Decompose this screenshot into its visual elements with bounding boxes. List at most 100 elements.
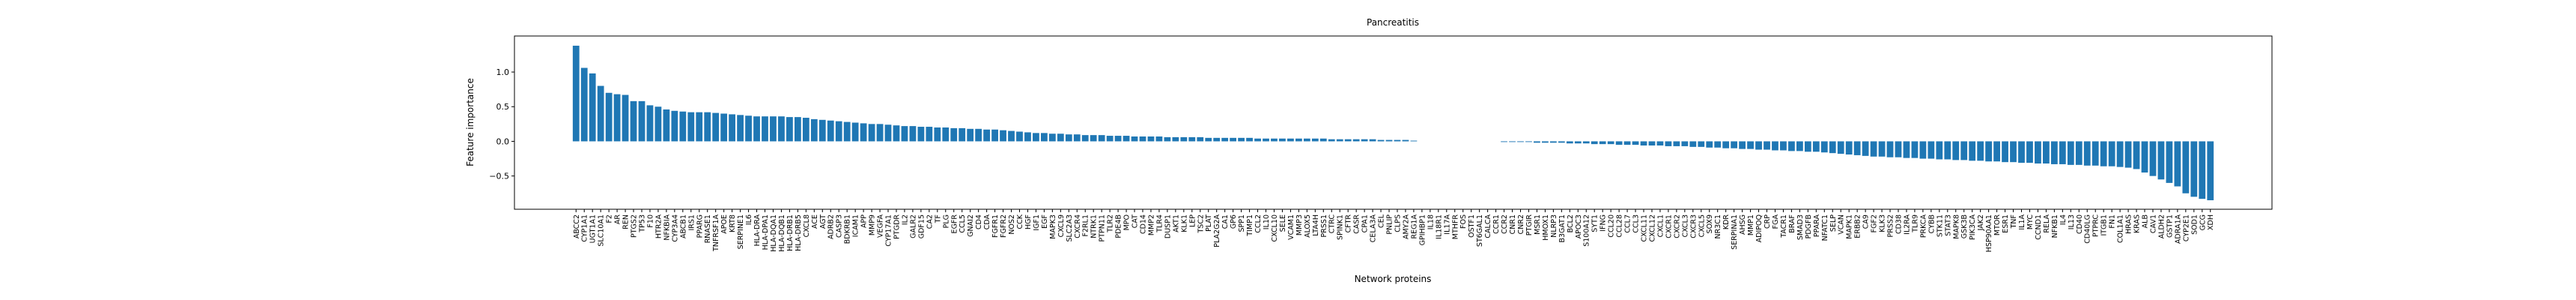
bar bbox=[967, 128, 974, 142]
bar bbox=[737, 115, 744, 142]
bar bbox=[622, 94, 629, 142]
x-tick-label: SELE bbox=[1279, 214, 1287, 232]
x-tick-label: CD4 bbox=[975, 214, 983, 230]
bar bbox=[1033, 133, 1039, 142]
bar bbox=[1903, 141, 1910, 158]
bar bbox=[2043, 141, 2050, 164]
bar bbox=[1287, 138, 1294, 142]
x-tick-label: CXCR4 bbox=[1074, 214, 1082, 238]
x-tick-label: LEP bbox=[1188, 214, 1197, 227]
x-tick-label: CXCL1 bbox=[1656, 214, 1665, 237]
bar bbox=[671, 110, 678, 142]
bar bbox=[2018, 141, 2025, 164]
x-tick-label: PRKCA bbox=[1919, 214, 1928, 238]
bar bbox=[1895, 141, 1902, 158]
bar bbox=[2026, 141, 2033, 164]
bar bbox=[663, 109, 670, 142]
x-tick-label: PTPRC bbox=[2092, 214, 2100, 237]
x-tick-label: S100A12 bbox=[1583, 214, 1591, 247]
bar bbox=[1098, 135, 1105, 142]
x-tick-label: CRP bbox=[1764, 214, 1772, 229]
bar bbox=[1681, 141, 1689, 146]
x-tick-label: CAV1 bbox=[2149, 214, 2157, 233]
x-tick-label: PLAT bbox=[1205, 214, 1213, 232]
bar bbox=[1878, 141, 1886, 157]
x-tick-label: IL18R1 bbox=[1435, 214, 1443, 239]
x-tick-label: ALB bbox=[2142, 214, 2150, 228]
x-tick-label: FOS bbox=[1459, 214, 1468, 229]
bar bbox=[1246, 137, 1253, 142]
x-tick-label: CXCL10 bbox=[1271, 214, 1279, 242]
x-tick-label: HGF bbox=[1024, 214, 1033, 230]
bar bbox=[679, 111, 687, 142]
bar bbox=[1254, 138, 1261, 142]
x-tick-label: SERPINA1 bbox=[1731, 214, 1739, 250]
bar bbox=[1853, 141, 1861, 155]
x-tick-label: CCL2 bbox=[1254, 214, 1263, 233]
bar bbox=[1747, 141, 1754, 149]
x-tick-label: PTGS2 bbox=[631, 214, 639, 238]
bar bbox=[991, 129, 998, 142]
x-tick-label: CCL5 bbox=[959, 214, 967, 233]
bar bbox=[1615, 141, 1623, 146]
x-tick-label: AHSG bbox=[1739, 214, 1747, 235]
bar bbox=[1164, 136, 1171, 142]
x-tick-label: CCL20 bbox=[1608, 214, 1616, 238]
bar bbox=[696, 112, 703, 142]
bar bbox=[909, 126, 917, 142]
bar bbox=[770, 116, 777, 142]
x-tick-label: CTRC bbox=[1328, 214, 1337, 234]
bar bbox=[1665, 141, 1672, 146]
x-tick-label: CYP2E1 bbox=[2182, 214, 2190, 242]
bar bbox=[1780, 141, 1787, 151]
x-tick-label: IL2 bbox=[901, 214, 909, 225]
x-tick-label: COL1A1 bbox=[2117, 214, 2125, 243]
x-tick-label: KLK1 bbox=[1180, 214, 1188, 232]
bar bbox=[786, 117, 793, 142]
x-axis-label: Network proteins bbox=[1355, 274, 1432, 284]
bar bbox=[704, 112, 711, 142]
x-tick-label: HMOX1 bbox=[1542, 214, 1550, 241]
bar bbox=[2002, 141, 2008, 163]
x-tick-label: CELA3A bbox=[1370, 214, 1378, 243]
bar bbox=[1319, 138, 1327, 142]
bar bbox=[745, 116, 752, 142]
bar bbox=[1279, 138, 1286, 142]
bar bbox=[1632, 141, 1639, 146]
bar bbox=[934, 127, 941, 142]
x-tick-label: NTRK1 bbox=[1090, 214, 1099, 238]
x-tick-label: CEL bbox=[1378, 214, 1386, 228]
bar bbox=[729, 114, 736, 142]
x-tick-label: TSC2 bbox=[1197, 214, 1205, 234]
bar bbox=[2059, 141, 2066, 164]
x-tick-label: CCL7 bbox=[1624, 214, 1632, 233]
x-tick-label: F2RL1 bbox=[1082, 214, 1090, 236]
x-tick-label: GNAI2 bbox=[967, 214, 975, 237]
x-tick-label: CCR1 bbox=[1492, 214, 1501, 234]
bar bbox=[1123, 136, 1130, 142]
x-tick-label: PTPN11 bbox=[1099, 214, 1107, 242]
bar bbox=[1812, 141, 1820, 152]
bar bbox=[794, 117, 801, 142]
x-tick-label: SPP1 bbox=[1238, 214, 1246, 232]
bar bbox=[589, 73, 596, 142]
bar bbox=[1106, 136, 1114, 142]
bar bbox=[1558, 141, 1565, 143]
x-tick-label: GCG bbox=[2199, 214, 2207, 230]
x-tick-label: IFNG bbox=[1600, 214, 1608, 232]
bar bbox=[917, 127, 925, 142]
x-tick-label: SLC2A3 bbox=[1066, 214, 1074, 242]
x-tick-label: ADIPOQ bbox=[1755, 214, 1764, 242]
chart-title: Pancreatitis bbox=[1367, 17, 1419, 28]
bar bbox=[1213, 137, 1221, 142]
x-tick-label: TF bbox=[934, 214, 942, 224]
bar bbox=[1886, 141, 1894, 158]
x-tick-label: CXCL5 bbox=[1698, 214, 1706, 237]
x-tick-label: MMP1 bbox=[1747, 214, 1755, 236]
bar bbox=[1402, 140, 1409, 142]
bar bbox=[1147, 136, 1155, 142]
x-tick-label: ALDH2 bbox=[2157, 214, 2166, 238]
x-tick-label: CD40LG bbox=[2084, 214, 2092, 244]
x-tick-label: CCL28 bbox=[1616, 214, 1624, 238]
